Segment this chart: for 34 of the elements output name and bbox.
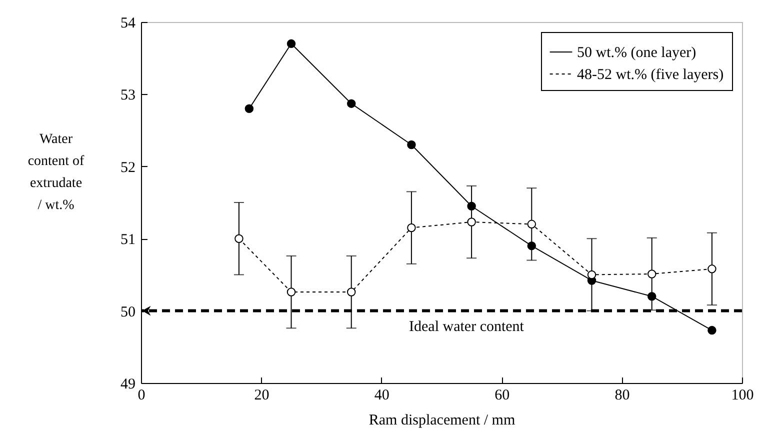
y-tick-label: 49 <box>120 376 136 392</box>
point <box>244 104 254 114</box>
legend-label: 48-52 wt.% (five layers) <box>577 67 724 83</box>
point <box>407 223 416 232</box>
point <box>708 264 716 274</box>
x-tick-label: 20 <box>254 388 270 404</box>
x-tick-label: 60 <box>494 388 510 404</box>
y-tick-label: 52 <box>120 160 136 176</box>
y-tick-label: 51 <box>120 232 136 248</box>
point <box>286 39 296 48</box>
point <box>407 140 416 150</box>
point <box>527 241 536 250</box>
point <box>527 220 536 229</box>
x-tick-label: 0 <box>138 388 146 404</box>
y-tick-label: 50 <box>120 304 136 320</box>
x-tick-label: 100 <box>731 388 754 404</box>
point <box>587 270 596 280</box>
x-tick-label: 40 <box>374 388 390 404</box>
y-tick-label: 54 <box>120 16 136 32</box>
point <box>708 326 716 335</box>
x-axis-title: Ram displacement / mm <box>368 412 516 428</box>
point <box>346 99 356 108</box>
point <box>286 288 296 296</box>
legend-label: 50 wt.% (one layer) <box>577 45 696 61</box>
point <box>467 202 476 210</box>
x-tick-label: 80 <box>614 388 630 404</box>
point <box>346 288 356 296</box>
point <box>234 234 244 243</box>
point <box>647 292 656 301</box>
ref-line-label: Ideal water content <box>409 318 525 335</box>
point <box>467 218 476 226</box>
y-tick-label: 53 <box>120 88 136 104</box>
y-axis-title: Water content of extrudate / wt.% <box>28 132 85 213</box>
point <box>647 270 656 278</box>
